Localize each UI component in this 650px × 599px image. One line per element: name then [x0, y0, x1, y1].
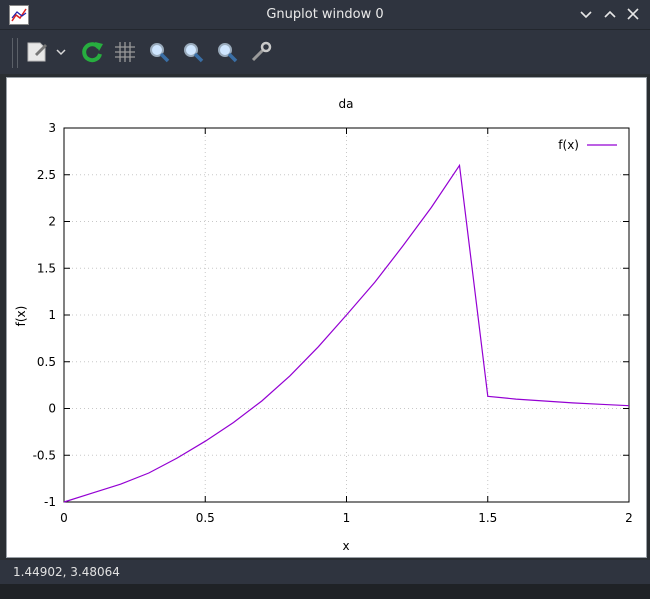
y-tick-label: 2.5	[37, 168, 56, 182]
y-tick-label: 3	[48, 121, 56, 135]
chart-title: da	[339, 97, 354, 111]
gnuplot-app-icon	[9, 5, 29, 25]
y-tick-label: 0.5	[37, 355, 56, 369]
y-tick-label: 2	[48, 215, 56, 229]
settings-icon[interactable]	[247, 38, 275, 66]
dropdown-icon[interactable]	[53, 38, 69, 66]
x-tick-label: 0.5	[196, 511, 215, 525]
y-axis-label: f(x)	[14, 306, 28, 327]
toolbar	[0, 30, 650, 74]
y-tick-label: -1	[44, 495, 56, 509]
window-bottom-edge	[0, 584, 650, 599]
chart-svg: 0 0.5 1 1.5 2 -1 -0.5 0 0.5 1 1.5 2 2.5 3 da x f(x) f…	[14, 97, 633, 553]
toolbar-grip[interactable]	[12, 38, 18, 68]
minimize-icon[interactable]	[578, 6, 594, 22]
y-tick-label: -0.5	[33, 448, 56, 462]
x-tick-label: 2	[625, 511, 633, 525]
x-tick-label: 1.5	[478, 511, 497, 525]
replot-icon[interactable]	[78, 38, 106, 66]
plot-canvas[interactable]: 0 0.5 1 1.5 2 -1 -0.5 0 0.5 1 1.5 2 2.5 3 da x f(x) f…	[6, 77, 647, 558]
zoom-unzoom-icon[interactable]	[213, 38, 241, 66]
x-tick-label: 1	[343, 511, 351, 525]
x-tick-label: 0	[60, 511, 68, 525]
title-bar: Gnuplot window 0	[0, 0, 650, 30]
series-line-fx	[63, 163, 630, 503]
window-title: Gnuplot window 0	[266, 7, 384, 22]
y-tick-label: 1.5	[37, 261, 56, 275]
cursor-coordinates: 1.44902, 3.48064	[13, 565, 120, 579]
y-tick-label: 1	[48, 308, 56, 322]
maximize-icon[interactable]	[602, 6, 618, 22]
x-axis-label: x	[342, 539, 349, 553]
legend-label: f(x)	[558, 138, 579, 152]
grid-icon[interactable]	[111, 38, 139, 66]
close-icon[interactable]	[625, 6, 641, 22]
zoom-prev-icon[interactable]	[145, 38, 173, 66]
export-icon[interactable]	[23, 38, 51, 66]
zoom-next-icon[interactable]	[179, 38, 207, 66]
y-tick-label: 0	[48, 402, 56, 416]
status-bar: 1.44902, 3.48064	[0, 560, 650, 584]
